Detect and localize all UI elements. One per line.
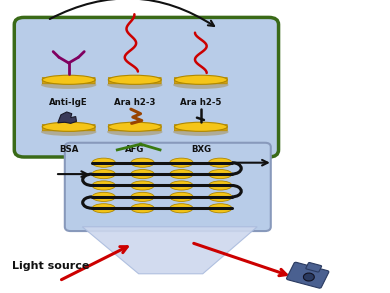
FancyBboxPatch shape	[174, 78, 227, 84]
Ellipse shape	[92, 204, 115, 213]
Ellipse shape	[108, 75, 161, 84]
Text: BXG: BXG	[191, 145, 211, 154]
Ellipse shape	[209, 192, 232, 201]
Ellipse shape	[107, 128, 163, 136]
Ellipse shape	[92, 170, 115, 179]
Ellipse shape	[170, 181, 193, 190]
Ellipse shape	[170, 204, 193, 213]
Ellipse shape	[131, 204, 154, 213]
Ellipse shape	[173, 128, 229, 136]
Ellipse shape	[170, 170, 193, 179]
Polygon shape	[58, 112, 76, 123]
Ellipse shape	[42, 122, 95, 131]
Ellipse shape	[92, 158, 115, 167]
FancyBboxPatch shape	[108, 125, 161, 131]
Ellipse shape	[108, 122, 161, 131]
Ellipse shape	[170, 192, 193, 201]
Polygon shape	[82, 227, 257, 274]
Ellipse shape	[41, 128, 96, 136]
FancyBboxPatch shape	[42, 78, 95, 84]
Text: BSA: BSA	[59, 145, 78, 154]
Ellipse shape	[209, 204, 232, 213]
Ellipse shape	[173, 81, 229, 89]
Text: Ara h2-3: Ara h2-3	[114, 98, 156, 107]
Text: Anti-IgE: Anti-IgE	[50, 98, 88, 107]
Text: Ara h2-5: Ara h2-5	[180, 98, 222, 107]
Ellipse shape	[107, 81, 163, 89]
Text: AFG: AFG	[125, 145, 144, 154]
FancyBboxPatch shape	[42, 125, 95, 131]
Ellipse shape	[174, 122, 227, 131]
Ellipse shape	[92, 181, 115, 190]
Ellipse shape	[42, 75, 95, 84]
Ellipse shape	[170, 158, 193, 167]
FancyBboxPatch shape	[65, 143, 271, 231]
Ellipse shape	[131, 158, 154, 167]
Ellipse shape	[209, 181, 232, 190]
FancyBboxPatch shape	[108, 78, 161, 84]
FancyBboxPatch shape	[174, 125, 227, 131]
Ellipse shape	[131, 192, 154, 201]
FancyBboxPatch shape	[306, 263, 322, 272]
Ellipse shape	[209, 158, 232, 167]
Ellipse shape	[41, 81, 96, 89]
FancyBboxPatch shape	[287, 262, 329, 288]
Ellipse shape	[174, 75, 227, 84]
Text: Light source: Light source	[12, 261, 90, 271]
Ellipse shape	[131, 181, 154, 190]
Ellipse shape	[131, 170, 154, 179]
Ellipse shape	[209, 170, 232, 179]
Ellipse shape	[303, 273, 314, 281]
FancyBboxPatch shape	[14, 17, 278, 157]
Ellipse shape	[92, 192, 115, 201]
